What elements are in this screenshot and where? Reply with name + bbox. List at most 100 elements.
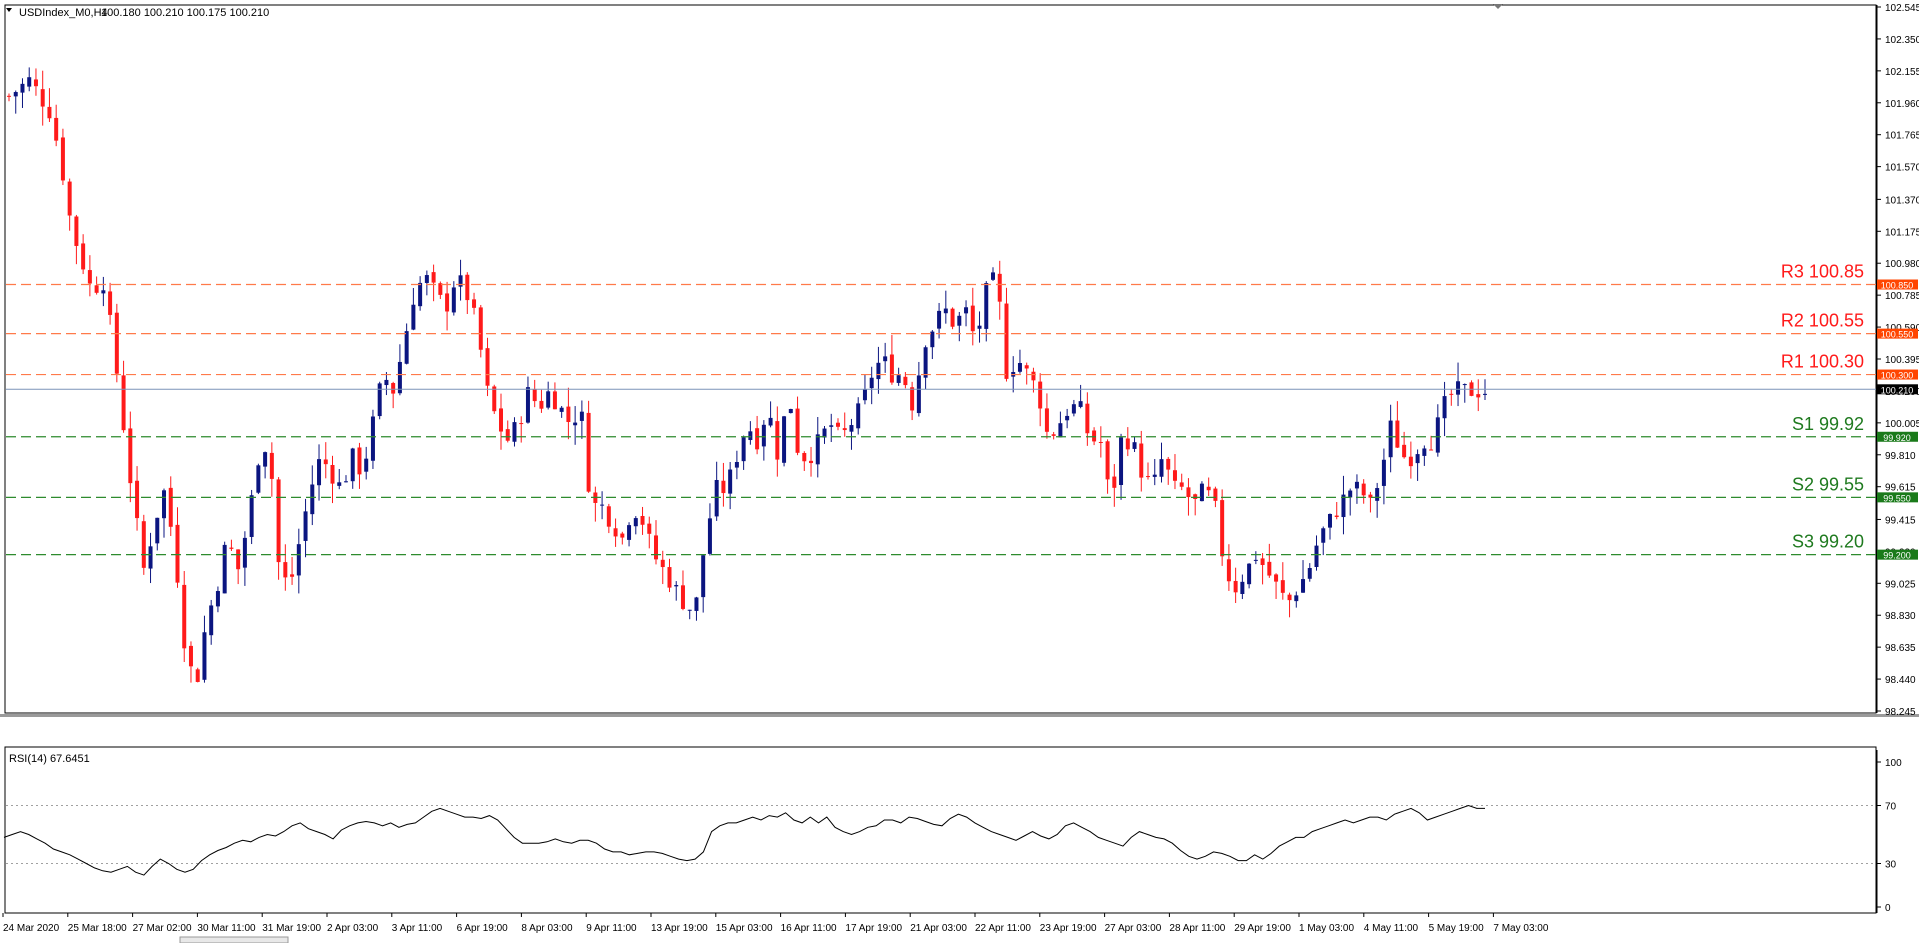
candle-body xyxy=(1375,488,1380,501)
y-tick-label: 99.415 xyxy=(1885,515,1916,526)
candle-body xyxy=(290,574,295,577)
candle-body xyxy=(411,304,416,330)
candle-body xyxy=(957,315,962,326)
candle-body xyxy=(1429,449,1434,451)
candle-body xyxy=(1058,423,1063,438)
candle-body xyxy=(1213,488,1218,501)
candle-body xyxy=(7,95,11,97)
candle-body xyxy=(660,559,665,568)
candle-body xyxy=(1166,458,1171,470)
y-tick-label: 98.245 xyxy=(1885,707,1916,718)
candle-body xyxy=(1240,581,1245,594)
candle-body xyxy=(1274,574,1279,582)
candle-body xyxy=(600,504,605,506)
y-tick-label: 102.350 xyxy=(1885,35,1919,46)
candle-body xyxy=(606,506,611,527)
candle-body xyxy=(1348,490,1353,498)
candle-body xyxy=(1402,444,1407,458)
candle-body xyxy=(512,422,517,442)
rsi-label: RSI(14) 67.6451 xyxy=(9,753,90,765)
tab-strip xyxy=(179,936,289,944)
candle-body xyxy=(970,305,975,332)
candle-body xyxy=(1435,417,1440,453)
candle-body xyxy=(1368,494,1373,498)
candle-body xyxy=(930,331,935,348)
candle-body xyxy=(1462,384,1467,386)
candle-body xyxy=(1193,494,1198,499)
symbol-label: USDIndex_M0,H4 xyxy=(19,7,108,19)
candle-body xyxy=(1449,393,1454,395)
candle-body xyxy=(1408,456,1413,467)
candle-body xyxy=(1044,408,1049,432)
level-label: R1 100.30 xyxy=(1781,352,1864,372)
candle-body xyxy=(27,77,32,87)
candle-body xyxy=(175,524,180,583)
candle-body xyxy=(701,555,706,598)
candle-body xyxy=(128,428,133,484)
candle-body xyxy=(525,387,530,423)
candle-body xyxy=(1092,430,1097,442)
y-tick-label: 99.025 xyxy=(1885,579,1916,590)
candle-body xyxy=(613,528,618,537)
candle-body xyxy=(114,312,119,374)
ohlc-readout: 100.180 100.210 100.175 100.210 xyxy=(101,7,269,19)
candle-body xyxy=(815,434,820,465)
candle-body xyxy=(40,89,45,107)
candle-body xyxy=(1395,420,1400,448)
candle-body xyxy=(566,406,571,423)
x-tick-label: 31 Mar 19:00 xyxy=(262,923,321,934)
candle-body xyxy=(822,428,827,438)
candle-body xyxy=(984,282,989,329)
candle-body xyxy=(323,459,328,465)
candle-body xyxy=(370,416,375,461)
candle-body xyxy=(1152,474,1157,477)
candle-body xyxy=(714,480,719,517)
candle-body xyxy=(451,287,456,313)
candle-body xyxy=(802,452,807,462)
candle-body xyxy=(1105,441,1110,480)
candle-body xyxy=(1422,448,1427,456)
x-tick-label: 21 Apr 03:00 xyxy=(910,923,967,934)
candle-body xyxy=(1341,494,1346,518)
candle-body xyxy=(977,325,982,329)
y-tick-label: 98.440 xyxy=(1885,675,1916,686)
candle-body xyxy=(162,490,167,519)
candle-body xyxy=(74,216,79,246)
candle-body xyxy=(997,273,1002,302)
level-price-tag-text: 99.200 xyxy=(1883,551,1911,561)
candle-body xyxy=(1065,415,1070,421)
candle-body xyxy=(687,609,692,611)
candle-body xyxy=(1119,437,1124,485)
candle-body xyxy=(1381,459,1386,486)
x-tick-label: 22 Apr 11:00 xyxy=(975,923,1031,934)
candle-body xyxy=(1206,486,1211,491)
candle-body xyxy=(1004,303,1009,379)
level-price-tag xyxy=(1877,369,1918,380)
candle-body xyxy=(1294,595,1299,602)
x-tick-label: 8 Apr 03:00 xyxy=(521,923,573,934)
candle-body xyxy=(283,562,288,578)
candle-body xyxy=(54,117,59,141)
candle-body xyxy=(910,387,915,411)
candle-body xyxy=(168,487,173,527)
level-price-tag xyxy=(1877,549,1918,560)
candle-body xyxy=(424,275,429,283)
candle-body xyxy=(202,632,207,680)
candle-body xyxy=(964,307,969,314)
candle-body xyxy=(768,417,773,426)
level-label: R3 100.85 xyxy=(1781,262,1864,282)
candle-body xyxy=(67,181,72,216)
dropdown-arrow-icon xyxy=(6,8,12,12)
candle-body xyxy=(849,425,854,432)
y-tick-label: 100.005 xyxy=(1885,419,1919,430)
candle-body xyxy=(640,515,645,525)
candle-body xyxy=(384,379,389,386)
candle-body xyxy=(1388,420,1393,458)
candle-body xyxy=(1253,559,1258,561)
rsi-y-tick-label: 30 xyxy=(1885,860,1897,871)
candle-body xyxy=(950,308,955,327)
candle-body xyxy=(209,605,214,636)
candle-body xyxy=(1024,365,1029,369)
candle-body xyxy=(620,533,625,538)
candle-body xyxy=(707,518,712,554)
